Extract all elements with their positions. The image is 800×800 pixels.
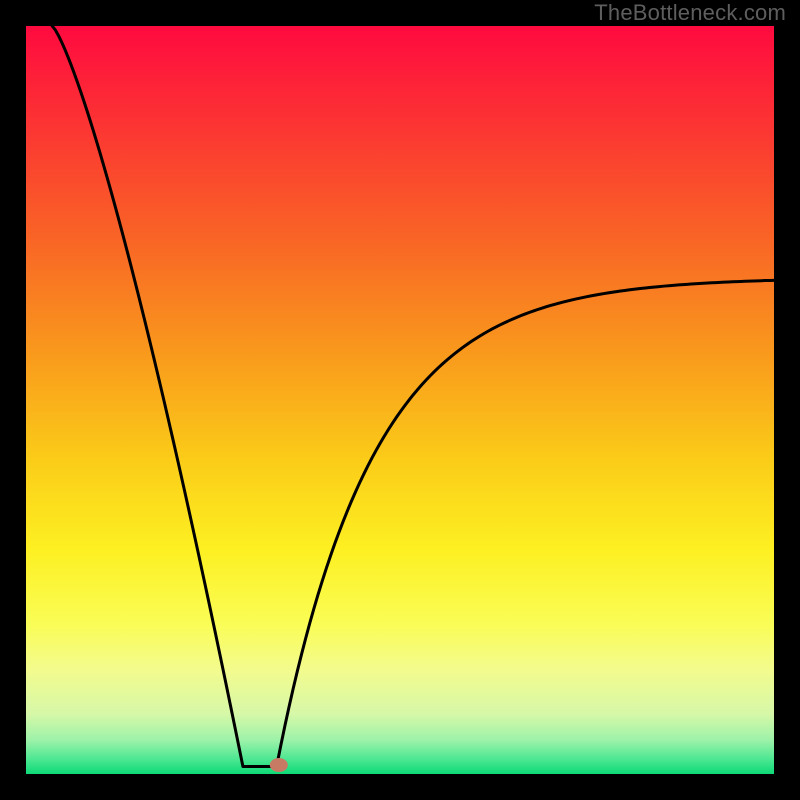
figure-frame: TheBottleneck.com (0, 0, 800, 800)
watermark-text: TheBottleneck.com (594, 0, 786, 26)
bottleneck-chart (26, 26, 774, 774)
plot-background (26, 26, 774, 774)
optimum-marker (270, 758, 288, 772)
gradient-background (26, 26, 774, 774)
